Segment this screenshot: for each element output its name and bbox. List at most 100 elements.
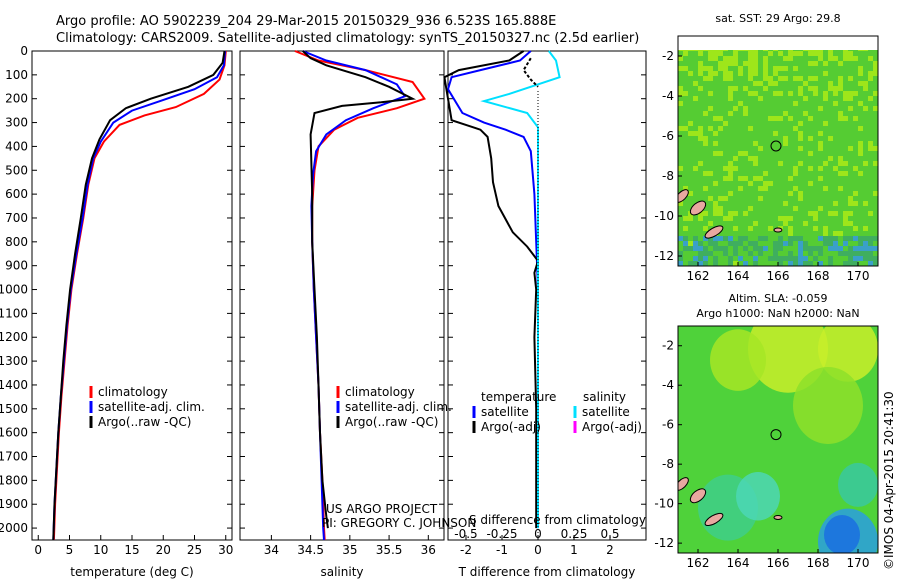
sst-cell <box>833 86 838 91</box>
sst-cell <box>743 91 748 96</box>
sst-cell <box>688 156 693 161</box>
sst-cell <box>678 216 683 221</box>
sst_map-ytick-label: -6 <box>662 129 674 143</box>
sst-cell <box>768 101 773 106</box>
sst-cell <box>828 66 833 71</box>
sst-cell <box>788 116 793 121</box>
sst-cell <box>818 216 823 221</box>
sst-cell <box>828 201 833 206</box>
sst-cell <box>723 111 728 116</box>
sst-cell <box>788 241 793 246</box>
sst-cell <box>728 246 733 251</box>
sst-cell <box>748 151 753 156</box>
sst-cell <box>808 106 813 111</box>
sst_map-argo-marker <box>770 140 782 152</box>
temperature-ytick-label: 1100 <box>0 306 28 320</box>
sst-cell <box>743 201 748 206</box>
sst-cell <box>863 141 868 146</box>
sst-cell <box>768 71 773 76</box>
sst-cell <box>678 236 683 241</box>
sst-cell <box>858 216 863 221</box>
sst-cell <box>838 106 843 111</box>
sst-cell <box>848 81 853 86</box>
sst-cell <box>698 56 703 61</box>
sst-cell <box>753 50 758 51</box>
sst-cell <box>763 236 768 241</box>
sst-cell <box>698 256 703 261</box>
sst-cell <box>683 151 688 156</box>
sst-cell <box>848 101 853 106</box>
sst-cell <box>748 131 753 136</box>
sst-cell <box>773 71 778 76</box>
sst-cell <box>728 151 733 156</box>
sst-cell <box>763 251 768 256</box>
sst-cell <box>743 86 748 91</box>
sst-cell <box>863 71 868 76</box>
sst-cell <box>868 171 873 176</box>
sst-cell <box>728 136 733 141</box>
sst-cell <box>858 181 863 186</box>
sst-cell <box>703 50 708 51</box>
sst-cell <box>788 156 793 161</box>
sst-cell <box>778 201 783 206</box>
salinity-xtick-label: 35.5 <box>376 543 403 557</box>
sst-cell <box>823 186 828 191</box>
sst-cell <box>773 241 778 246</box>
sst-cell <box>738 231 743 236</box>
sst-cell <box>728 76 733 81</box>
sst-cell <box>683 111 688 116</box>
sst-cell <box>808 56 813 61</box>
sst-cell <box>768 111 773 116</box>
sst-cell <box>723 66 728 71</box>
sst-cell <box>743 151 748 156</box>
sst-cell <box>728 221 733 226</box>
sst-cell <box>813 91 818 96</box>
sst-cell <box>733 161 738 166</box>
sst-cell <box>698 171 703 176</box>
sst-cell <box>778 151 783 156</box>
sst-cell <box>693 261 698 266</box>
sst-cell <box>808 66 813 71</box>
sst-cell <box>763 186 768 191</box>
sst-cell <box>833 151 838 156</box>
sst-cell <box>823 136 828 141</box>
sst-cell <box>823 126 828 131</box>
sst-cell <box>848 226 853 231</box>
sst-cell <box>693 166 698 171</box>
sst-cell <box>813 41 818 46</box>
sst-cell <box>773 161 778 166</box>
sst-cell <box>703 121 708 126</box>
sst-cell <box>708 61 713 66</box>
sst-cell <box>733 146 738 151</box>
sst-cell <box>713 81 718 86</box>
sst-cell <box>713 86 718 91</box>
sst-cell <box>708 101 713 106</box>
sst-cell <box>708 146 713 151</box>
sst-cell <box>748 121 753 126</box>
sst-cell <box>833 81 838 86</box>
sst-cell <box>753 241 758 246</box>
sst-cell <box>773 216 778 221</box>
temperature-xtick-label: 10 <box>93 543 108 557</box>
sst-cell <box>858 66 863 71</box>
temperature-xtick-label: 5 <box>66 543 74 557</box>
sst-cell <box>813 221 818 226</box>
sst-cell <box>683 251 688 256</box>
sst-cell <box>748 146 753 151</box>
sst-cell <box>768 86 773 91</box>
sst-cell <box>708 216 713 221</box>
sst-cell <box>818 206 823 211</box>
sst-cell <box>828 206 833 211</box>
temperature-ytick-label: 1600 <box>0 426 28 440</box>
difference-legend-temperature-title: temperature <box>481 390 556 404</box>
sst-cell <box>693 76 698 81</box>
sst-cell <box>723 251 728 256</box>
difference-series-t-satellite <box>446 50 539 529</box>
sst-cell <box>683 141 688 146</box>
sst-cell <box>873 151 878 156</box>
sst-cell <box>738 116 743 121</box>
sst-cell <box>848 246 853 251</box>
sst-cell <box>863 216 868 221</box>
sst-cell <box>798 261 803 266</box>
sst-cell <box>708 136 713 141</box>
